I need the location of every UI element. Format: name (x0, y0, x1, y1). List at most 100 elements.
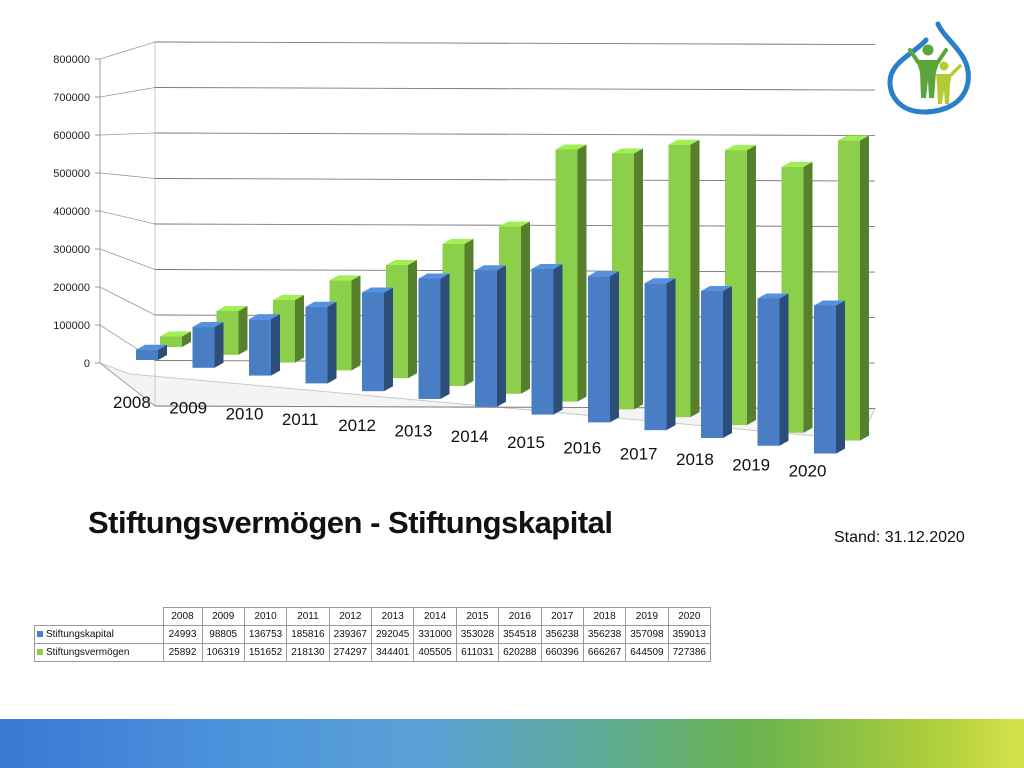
table-cell: 98805 (201, 625, 245, 644)
bar-top (612, 148, 643, 154)
series-label: Stiftungsvermögen (34, 643, 164, 662)
table-cell: 356238 (540, 625, 584, 644)
bar-top (329, 275, 361, 281)
gridline-side (99, 172, 156, 179)
y-tick-label: 100000 (53, 320, 90, 332)
x-tick-label: 2020 (789, 461, 827, 480)
bar (588, 276, 610, 423)
table-cell: 331000 (413, 625, 457, 644)
table-cell: 620288 (498, 643, 542, 662)
bar-top (588, 271, 619, 277)
y-tick-label: 600000 (53, 130, 90, 142)
x-tick-label: 2010 (226, 404, 264, 423)
y-tick-label: 200000 (53, 282, 90, 294)
gridline-side (99, 132, 156, 136)
bar-side (295, 295, 304, 363)
table-cell: 185816 (286, 625, 330, 644)
table-header-year: 2010 (243, 607, 288, 626)
bar-side (723, 286, 732, 438)
table-cell: 274297 (328, 643, 373, 662)
table-cell: 292045 (370, 625, 415, 644)
bar-side (577, 144, 587, 402)
table-cell: 136753 (243, 625, 288, 644)
data-table: 2008 2009 2010 2011 2012 2013 2014 2015 … (34, 607, 712, 662)
y-tick-label: 800000 (53, 54, 90, 66)
bar-top (555, 144, 587, 150)
gridline-side (99, 286, 156, 316)
bar-side (666, 278, 676, 431)
table-header-year: 2016 (498, 607, 542, 626)
bar (701, 291, 723, 438)
bar-side (464, 238, 474, 386)
table-header-year: 2015 (455, 607, 500, 626)
table-header-year: 2011 (286, 607, 330, 626)
table-header-year: 2012 (328, 607, 373, 626)
bar (305, 306, 328, 384)
x-tick-label: 2012 (338, 416, 376, 435)
table-cell: 405505 (413, 643, 457, 662)
table-cell: 344401 (370, 643, 415, 662)
series-name: Stiftungsvermögen (46, 647, 130, 658)
bar-top (386, 260, 417, 266)
bar-side (214, 322, 224, 368)
bar-chart-3d: 0 100000 200000 300000 400000 500000 600000 700… (53, 41, 876, 480)
bar-side (610, 271, 619, 423)
bar-side (690, 139, 700, 418)
table-cell: 644509 (625, 643, 669, 662)
bar-top (781, 161, 813, 167)
bar-top (418, 273, 450, 279)
x-tick-label: 2019 (732, 456, 770, 475)
table-header-year: 2018 (582, 607, 627, 626)
gridline-side (99, 248, 156, 270)
table-header-year: 2019 (625, 607, 669, 626)
bar-side (158, 344, 167, 360)
table-header-year: 2014 (413, 607, 457, 626)
bar-top (192, 322, 224, 328)
table-header-year: 2009 (201, 607, 245, 626)
gridline-side (99, 87, 156, 98)
bar-top (273, 295, 304, 301)
x-tick-label: 2013 (395, 422, 433, 441)
bar-side (521, 221, 530, 394)
bar-top (362, 287, 393, 293)
bar-side (238, 305, 248, 355)
bar (757, 298, 780, 446)
bar-side (440, 273, 450, 399)
bar-top (668, 139, 700, 145)
bar-top (442, 238, 474, 244)
bar-side (803, 161, 813, 433)
bar-side (779, 293, 789, 446)
bar-top (305, 301, 337, 307)
table-cell: 357098 (625, 625, 669, 644)
x-tick-label: 2017 (620, 444, 658, 463)
bar-top (725, 145, 756, 151)
table-header-year: 2020 (667, 607, 712, 626)
gridline (154, 178, 876, 182)
table-corner (35, 608, 164, 626)
bar-side (271, 314, 280, 376)
bar-side (327, 301, 337, 384)
series-name: Stiftungskapital (46, 629, 114, 640)
y-tick-label: 400000 (53, 206, 90, 218)
bar (814, 305, 836, 454)
bar-top (531, 263, 563, 269)
y-tick-label: 0 (84, 358, 90, 370)
bar-top (216, 305, 248, 311)
bar-side (836, 300, 845, 454)
gridline (154, 132, 876, 136)
series-label: Stiftungskapital (34, 625, 164, 644)
bar (644, 283, 667, 431)
table-cell: 239367 (328, 625, 373, 644)
y-tick-label: 500000 (53, 168, 90, 180)
bottom-gradient-bar (0, 719, 1024, 768)
gridline-side (99, 41, 156, 60)
x-tick-label: 2018 (676, 450, 714, 469)
bar-side (182, 331, 191, 347)
table-cell: 611031 (455, 643, 500, 662)
bar-side (408, 260, 417, 379)
table-cell: 356238 (582, 625, 627, 644)
bar-side (497, 265, 506, 407)
bar (531, 268, 554, 415)
table-row: Stiftungsvermögen 25892 106319 151652 21… (34, 643, 712, 662)
gridline (154, 87, 876, 91)
